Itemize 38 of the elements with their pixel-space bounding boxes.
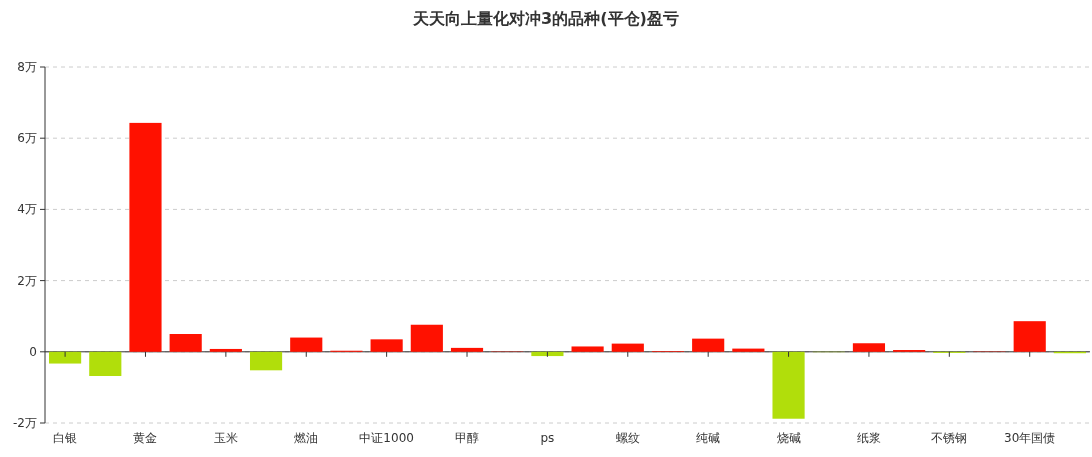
x-tick-label: 螺纹 [615,431,640,445]
y-tick-label: 4万 [17,202,37,217]
x-tick-label: 玉米 [213,431,238,445]
bar [852,343,886,352]
bar [169,334,202,352]
bar [209,348,242,352]
x-tick-label: 甲醇 [455,431,480,445]
x-tick-label: 烧碱 [776,431,801,445]
bar [531,351,564,357]
x-tick-label: 纯碱 [696,431,721,445]
x-tick-label: 中证1000 [359,431,414,445]
bar [692,338,725,352]
x-tick-label: 白银 [53,431,78,445]
bar [772,351,805,419]
chart-title: 天天向上量化对冲3的品种(平仓)盈亏 [412,9,679,28]
bar [450,347,484,352]
bar [732,348,765,352]
y-tick-label: 2万 [17,273,37,288]
y-tick-label: 8万 [17,60,37,74]
bar [89,351,122,377]
bar [1013,321,1046,352]
y-tick-label: 0 [29,344,37,359]
x-tick-label: ps [540,431,555,445]
bar [290,337,323,352]
y-tick-label: 6万 [17,131,37,146]
bar [571,346,604,352]
x-tick-label: 纸浆 [856,431,881,445]
bar [249,351,283,371]
bar [129,122,162,352]
x-tick-label: 黄金 [133,431,158,445]
x-tick-label: 不锈钢 [931,431,968,445]
x-tick-label: 30年国债 [1004,431,1056,445]
y-tick-label: -2万 [13,416,37,430]
bar [611,343,644,352]
bar [49,351,82,364]
x-tick-label: 燃油 [294,431,319,445]
bar [370,339,403,352]
bar [410,324,443,352]
